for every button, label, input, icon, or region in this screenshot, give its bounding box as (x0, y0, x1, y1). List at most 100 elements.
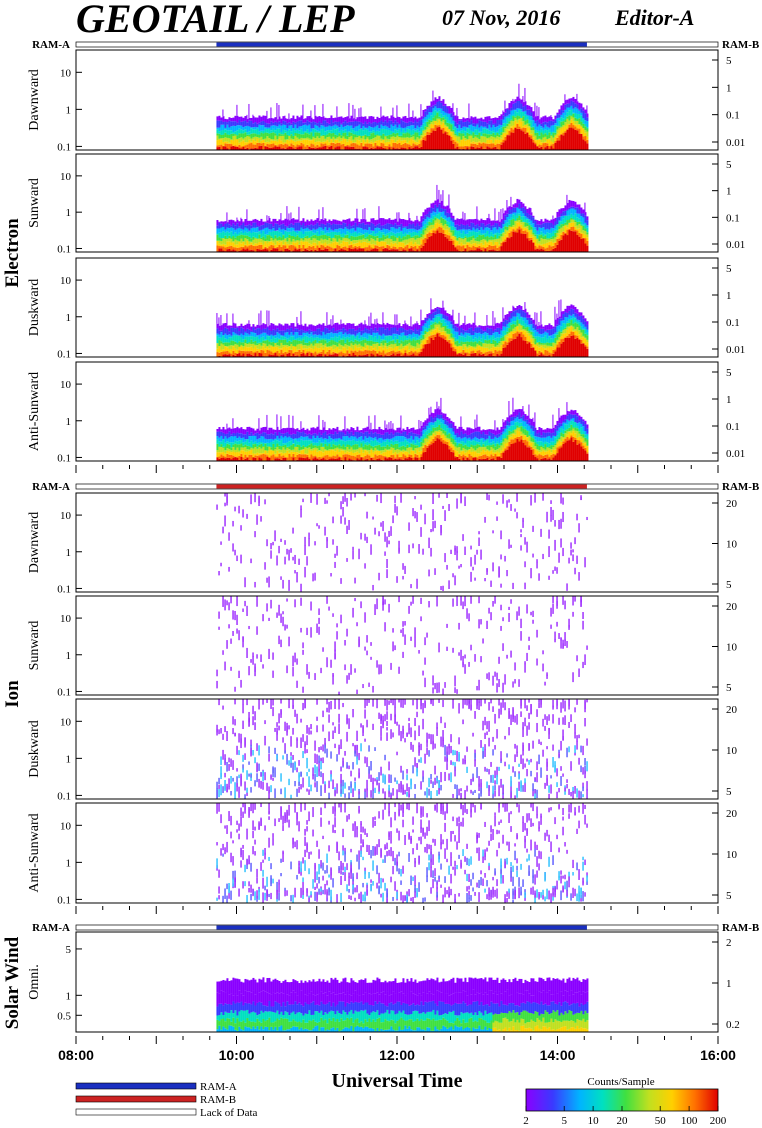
heatmap-cell (360, 142, 363, 150)
heatmap-cell (250, 242, 253, 245)
heatmap-cell (348, 346, 351, 354)
heatmap-cell (218, 248, 221, 252)
heatmap-cell (226, 313, 228, 326)
heatmap-cell (418, 230, 421, 237)
heatmap-cell (378, 355, 381, 357)
heatmap-cell (254, 353, 257, 357)
heatmap-cell (274, 342, 277, 347)
heatmap-cell (442, 115, 445, 118)
heatmap-cell (418, 138, 421, 140)
heatmap-cell (280, 140, 283, 144)
heatmap-cell (396, 116, 399, 123)
heatmap-cell (424, 234, 427, 238)
heatmap-cell (238, 119, 241, 126)
heatmap-cell (492, 136, 495, 143)
heatmap-cell (252, 236, 255, 240)
heatmap-cell (364, 143, 367, 147)
heatmap-cell (502, 139, 505, 143)
heatmap-cell (368, 349, 371, 351)
heatmap-cell (488, 228, 491, 235)
heatmap-cell (572, 101, 575, 109)
heatmap-cell (360, 138, 363, 143)
heatmap-cell (278, 323, 281, 331)
heatmap-cell (320, 142, 323, 144)
heatmap-cell (472, 342, 475, 347)
heatmap-cell (498, 134, 501, 138)
heatmap-cell (430, 101, 433, 107)
heatmap-cell (284, 346, 287, 352)
heatmap-cell (250, 220, 253, 226)
heatmap-cell (490, 118, 493, 121)
heatmap-cell (322, 128, 325, 135)
heatmap-cell (532, 241, 535, 243)
heatmap-cell (382, 218, 385, 226)
heatmap-cell (400, 349, 403, 353)
heatmap-cell (288, 234, 291, 239)
heatmap-cell (236, 334, 239, 336)
heatmap-cell (292, 239, 295, 243)
heatmap-cell (374, 245, 377, 249)
heatmap-cell (370, 123, 373, 128)
heatmap-cell (312, 334, 315, 338)
heatmap-cell (258, 249, 261, 252)
heatmap-cell (278, 146, 281, 150)
heatmap-cell (584, 136, 587, 142)
heatmap-cell (366, 129, 369, 137)
heatmap-cell (492, 245, 495, 250)
heatmap-cell (522, 121, 525, 127)
heatmap-cell (290, 143, 293, 147)
heatmap-cell (468, 122, 471, 126)
heatmap-cell (298, 133, 301, 139)
heatmap-cell (224, 223, 227, 230)
heatmap-cell (480, 125, 483, 132)
heatmap-cell (402, 218, 405, 227)
heatmap-cell (264, 227, 267, 235)
heatmap-cell (426, 328, 429, 332)
heatmap-cell (420, 140, 423, 147)
heatmap-cell (308, 355, 311, 357)
heatmap-cell (398, 241, 401, 248)
heatmap-cell (272, 122, 275, 126)
heatmap-cell (368, 116, 371, 123)
heatmap-cell (252, 332, 255, 337)
heatmap-cell (460, 139, 463, 141)
heatmap-cell (370, 335, 373, 341)
heatmap-cell (550, 144, 553, 147)
heatmap-cell (218, 317, 220, 326)
heatmap-cell (516, 123, 519, 129)
heatmap-cell (458, 119, 461, 121)
heatmap-cell (540, 351, 543, 354)
heatmap-cell (432, 323, 435, 329)
heatmap-cell (422, 221, 425, 227)
heatmap-cell (572, 121, 575, 126)
heatmap-cell (300, 351, 303, 354)
heatmap-cell (294, 236, 297, 241)
heatmap-cell (332, 128, 335, 133)
heatmap-cell (426, 118, 429, 122)
heatmap-cell (262, 115, 265, 121)
heatmap-cell (252, 127, 255, 130)
heatmap-cell (430, 298, 432, 310)
heatmap-cell (370, 249, 373, 252)
heatmap-cell (434, 200, 437, 205)
heatmap-cell (312, 119, 315, 122)
heatmap-cell (448, 327, 451, 330)
heatmap-cell (316, 132, 319, 137)
heatmap-cell (508, 121, 511, 124)
heatmap-cell (294, 130, 297, 133)
heatmap-cell (346, 339, 349, 346)
heatmap-cell (548, 132, 551, 139)
heatmap-cell (334, 323, 337, 332)
heatmap-cell (384, 329, 387, 336)
heatmap-cell (478, 220, 481, 227)
heatmap-cell (482, 353, 485, 357)
heatmap-cell (400, 250, 403, 252)
heatmap-cell (290, 138, 293, 141)
heatmap-cell (438, 118, 441, 121)
heatmap-cell (236, 125, 239, 131)
heatmap-cell (352, 134, 355, 140)
heatmap-cell (532, 338, 535, 344)
heatmap-cell (452, 215, 455, 219)
heatmap-cell (324, 131, 327, 136)
heatmap-cell (358, 121, 361, 125)
